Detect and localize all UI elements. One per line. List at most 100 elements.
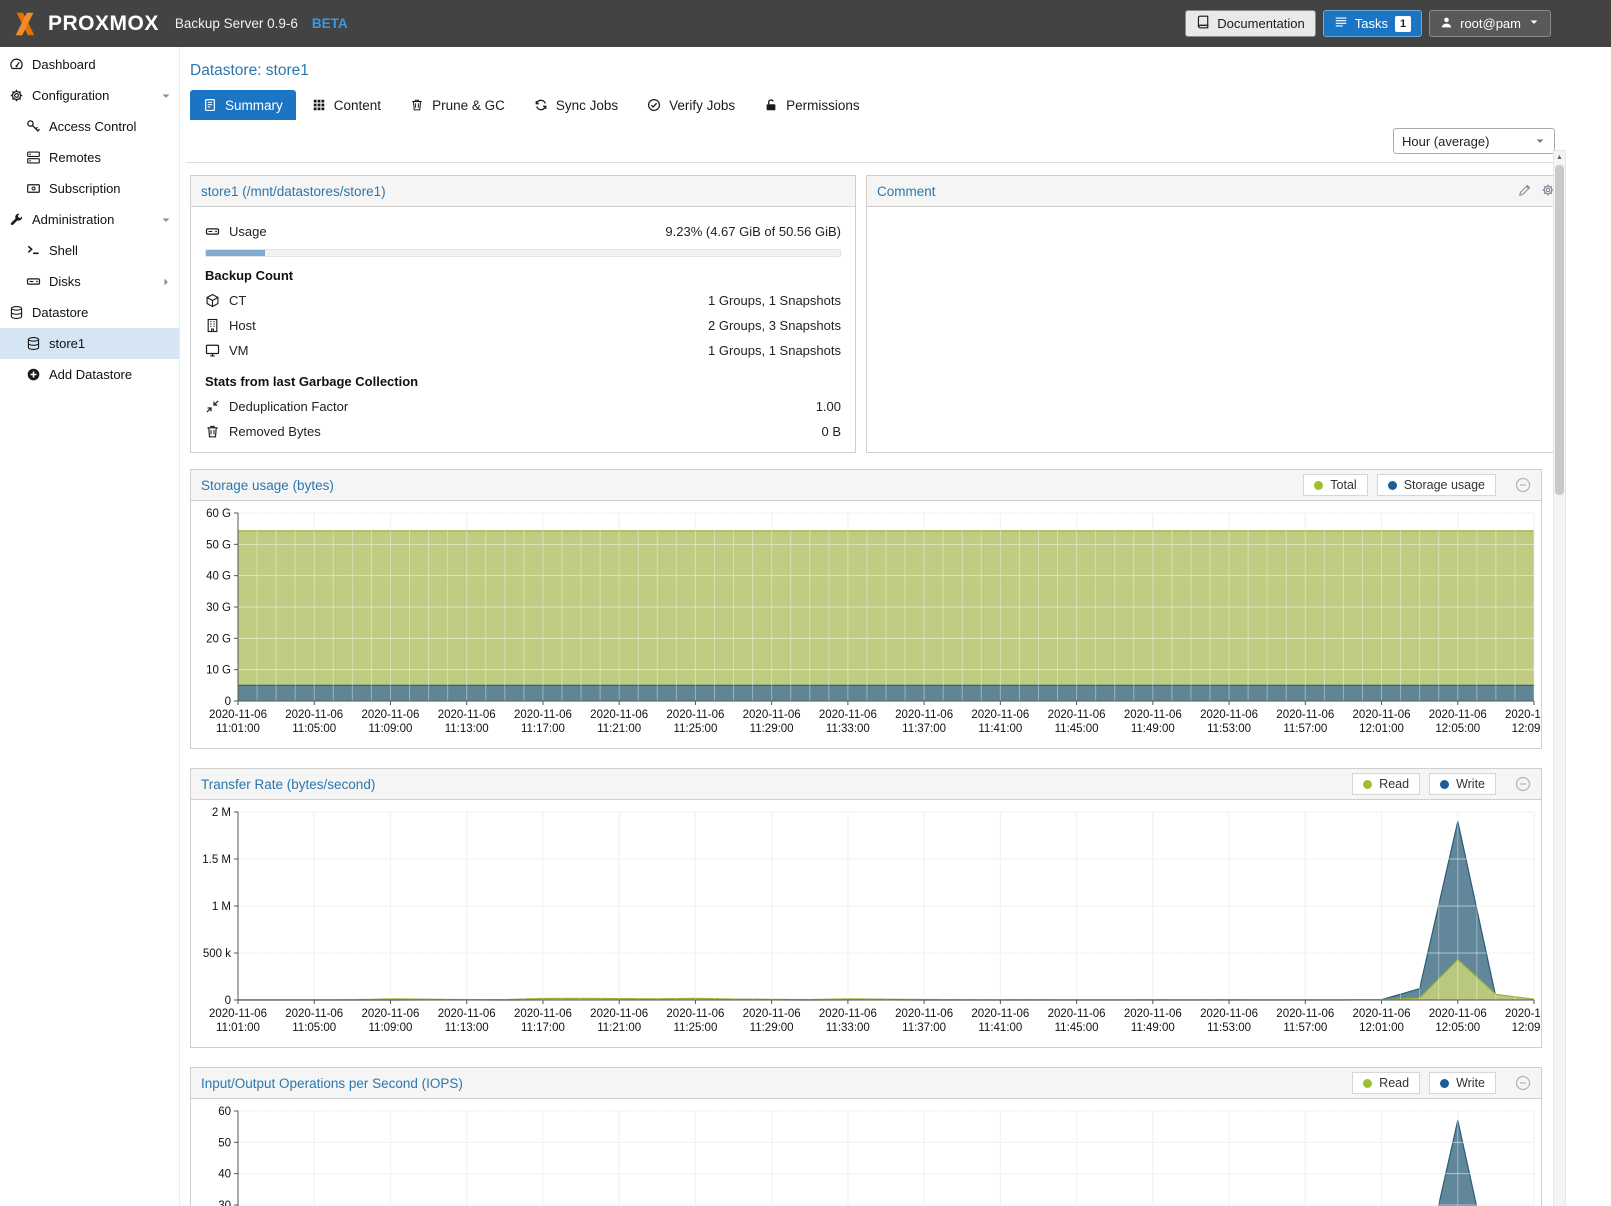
toolbar-row: Hour (average) bbox=[180, 120, 1611, 162]
svg-text:2020-11-06: 2020-11-06 bbox=[285, 1008, 343, 1020]
product-version: Backup Server 0.9-6 bbox=[174, 16, 298, 31]
user-icon bbox=[1441, 17, 1452, 27]
sidebar-item-label: Administration bbox=[32, 212, 115, 227]
svg-text:12:01:00: 12:01:00 bbox=[1359, 1022, 1404, 1034]
wrench-icon bbox=[10, 213, 23, 226]
backup-count-rows: CT 1 Groups, 1 Snapshots Host 2 Groups, 3 S… bbox=[205, 288, 841, 363]
sidebar-item-add-datastore[interactable]: Add Datastore bbox=[0, 359, 179, 390]
sidebar-item-datastore[interactable]: Datastore bbox=[0, 297, 179, 328]
caret-right-icon bbox=[164, 278, 168, 285]
row-value: 1 Groups, 1 Snapshots bbox=[708, 343, 841, 358]
row-value: 1 Groups, 1 Snapshots bbox=[708, 293, 841, 308]
chart-canvas-transfer-rate: 0 500 k 1 M 1.5 M 2 M 2020-11-06 11:01:00 2020-… bbox=[202, 807, 1563, 1034]
svg-text:500 k: 500 k bbox=[203, 948, 231, 960]
tab-content[interactable]: Content bbox=[299, 90, 394, 120]
svg-text:11:45:00: 11:45:00 bbox=[1055, 1022, 1099, 1034]
sidebar-item-label: Add Datastore bbox=[49, 367, 133, 382]
usage-row: Usage 9.23% (4.67 GiB of 50.56 GiB) bbox=[205, 219, 841, 244]
svg-text:30 G: 30 G bbox=[206, 602, 231, 614]
user-menu-button[interactable]: root@pam bbox=[1429, 10, 1551, 37]
tab-summary[interactable]: Summary bbox=[190, 90, 296, 120]
sidebar-item-store1[interactable]: store1 bbox=[0, 328, 179, 359]
tab-bar: Summary Content Prune & GC Sync Jobs Verify … bbox=[180, 90, 1611, 120]
svg-text:2020-11-06: 2020-11-06 bbox=[361, 709, 419, 721]
sidebar-item-configuration[interactable]: Configuration bbox=[0, 80, 179, 111]
collapse-panel-button[interactable] bbox=[1515, 477, 1531, 493]
key-icon bbox=[27, 120, 40, 132]
sidebar-item-label: Dashboard bbox=[32, 57, 96, 72]
sidebar-item-label: Disks bbox=[49, 274, 81, 289]
svg-text:12:09:00: 12:09:00 bbox=[1512, 723, 1540, 735]
legend-item-write[interactable]: Write bbox=[1429, 1072, 1496, 1094]
pencil-icon bbox=[1519, 184, 1531, 196]
svg-text:11:25:00: 11:25:00 bbox=[673, 1022, 717, 1034]
collapse-panel-button[interactable] bbox=[1515, 776, 1531, 792]
legend-item-storage-usage[interactable]: Storage usage bbox=[1376, 474, 1496, 496]
tab-verify-jobs[interactable]: Verify Jobs bbox=[634, 90, 748, 120]
svg-text:2020-11-06: 2020-11-06 bbox=[819, 709, 877, 721]
period-select[interactable]: Hour (average) bbox=[1393, 128, 1555, 154]
svg-text:0: 0 bbox=[225, 696, 231, 708]
chart-panel-iops: Input/Output Operations per Second (IOPS… bbox=[190, 1067, 1542, 1206]
tab-sync-jobs[interactable]: Sync Jobs bbox=[521, 90, 631, 120]
svg-text:2020-11-06: 2020-11-06 bbox=[1353, 709, 1411, 721]
sidebar-item-label: Access Control bbox=[49, 119, 137, 134]
svg-text:60: 60 bbox=[218, 1106, 231, 1118]
svg-text:2020-11-06: 2020-11-06 bbox=[1200, 1008, 1258, 1020]
svg-text:2020-11-06: 2020-11-06 bbox=[285, 709, 343, 721]
minus-circle-icon bbox=[1515, 776, 1531, 792]
top-bar: PROXMOX Backup Server 0.9-6 BETA Documen… bbox=[0, 0, 1611, 47]
svg-text:11:57:00: 11:57:00 bbox=[1283, 723, 1327, 735]
sidebar-item-subscription[interactable]: Subscription bbox=[0, 173, 179, 204]
svg-text:2020-11-06: 2020-11-06 bbox=[1505, 709, 1540, 721]
svg-text:60 G: 60 G bbox=[206, 508, 231, 520]
svg-text:11:29:00: 11:29:00 bbox=[750, 1022, 794, 1034]
svg-text:2020-11-06: 2020-11-06 bbox=[895, 1008, 953, 1020]
legend-item-read[interactable]: Read bbox=[1352, 1072, 1421, 1094]
gauge-icon bbox=[10, 58, 23, 70]
scroll-up-arrow[interactable]: ▲ bbox=[1556, 154, 1563, 161]
sidebar-item-disks[interactable]: Disks bbox=[0, 266, 179, 297]
server-icon bbox=[27, 151, 40, 164]
comment-body[interactable] bbox=[867, 207, 1565, 452]
sidebar-item-dashboard[interactable]: Dashboard bbox=[0, 49, 179, 80]
tasks-button[interactable]: Tasks 1 bbox=[1322, 10, 1423, 37]
sidebar-item-label: Datastore bbox=[32, 305, 89, 320]
collapse-panel-button[interactable] bbox=[1515, 1075, 1531, 1091]
caret-down-icon bbox=[1536, 139, 1544, 143]
sidebar: Dashboard Configuration Access Control Remo… bbox=[0, 47, 180, 1206]
sidebar-item-label: Subscription bbox=[49, 181, 121, 196]
svg-text:2020-11-06: 2020-11-06 bbox=[1353, 1008, 1411, 1020]
edit-comment-button[interactable] bbox=[1518, 183, 1532, 200]
svg-text:2020-11-06: 2020-11-06 bbox=[514, 709, 572, 721]
sidebar-item-access-control[interactable]: Access Control bbox=[0, 111, 179, 142]
tab-permissions[interactable]: Permissions bbox=[751, 90, 873, 120]
comment-settings-button[interactable] bbox=[1541, 183, 1555, 200]
book-icon bbox=[1198, 15, 1209, 29]
sidebar-item-shell[interactable]: Shell bbox=[0, 235, 179, 266]
svg-text:2020-11-06: 2020-11-06 bbox=[743, 709, 801, 721]
period-select-value: Hour (average) bbox=[1402, 133, 1490, 149]
vertical-scrollbar[interactable]: ▲ ▼ bbox=[1553, 150, 1566, 1206]
legend-item-total[interactable]: Total bbox=[1303, 474, 1368, 496]
legend-item-write[interactable]: Write bbox=[1429, 773, 1496, 795]
tab-prune-gc[interactable]: Prune & GC bbox=[397, 90, 518, 120]
legend-item-read[interactable]: Read bbox=[1352, 773, 1421, 795]
svg-text:2020-11-06: 2020-11-06 bbox=[971, 709, 1029, 721]
svg-text:2020-11-06: 2020-11-06 bbox=[1429, 1008, 1487, 1020]
svg-text:2020-11-06: 2020-11-06 bbox=[209, 709, 267, 721]
sidebar-item-remotes[interactable]: Remotes bbox=[0, 142, 179, 173]
caret-down-icon bbox=[1530, 20, 1538, 24]
comment-panel: Comment bbox=[866, 175, 1566, 453]
svg-text:11:01:00: 11:01:00 bbox=[216, 1022, 260, 1034]
svg-text:11:05:00: 11:05:00 bbox=[292, 1022, 336, 1034]
documentation-button[interactable]: Documentation bbox=[1185, 10, 1316, 37]
monitor-icon bbox=[205, 344, 220, 357]
summary-panel-title: store1 (/mnt/datastores/store1) bbox=[201, 183, 386, 199]
beta-link[interactable]: BETA bbox=[311, 16, 348, 31]
sidebar-item-administration[interactable]: Administration bbox=[0, 204, 179, 235]
scrollbar-thumb[interactable] bbox=[1555, 165, 1564, 495]
svg-text:2020-11-06: 2020-11-06 bbox=[438, 709, 496, 721]
gear-icon bbox=[1542, 184, 1554, 195]
svg-text:11:09:00: 11:09:00 bbox=[369, 723, 413, 735]
